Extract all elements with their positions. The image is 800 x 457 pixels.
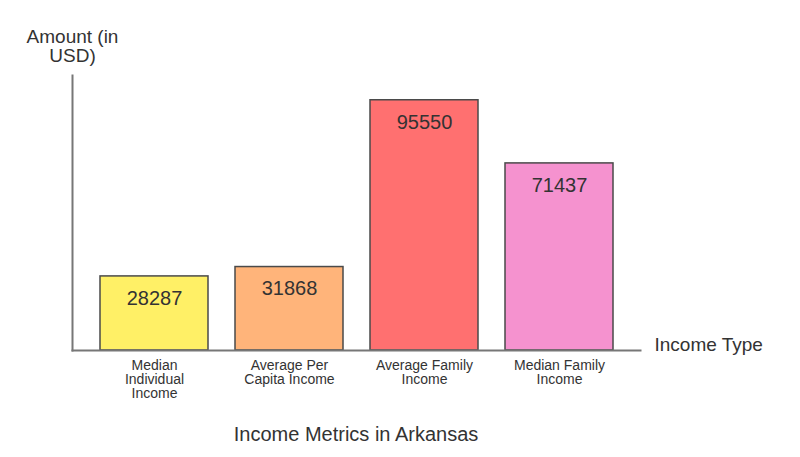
svg-text:28287: 28287	[127, 287, 183, 309]
svg-text:MedianIndividualIncome: MedianIndividualIncome	[125, 357, 184, 401]
svg-text:Income Type: Income Type	[655, 334, 763, 355]
svg-text:Amount (inUSD): Amount (inUSD)	[27, 26, 119, 66]
svg-text:Average FamilyIncome: Average FamilyIncome	[376, 357, 473, 387]
svg-text:Average PerCapita Income: Average PerCapita Income	[244, 357, 334, 387]
svg-text:71437: 71437	[532, 174, 588, 196]
html-text:Income Metrics in Arkansas: Income Metrics in Arkansas	[233, 423, 479, 445]
svg-text:31868: 31868	[262, 277, 318, 299]
svg-text:95550: 95550	[397, 111, 453, 133]
svg-text:Median FamilyIncome: Median FamilyIncome	[514, 357, 605, 387]
